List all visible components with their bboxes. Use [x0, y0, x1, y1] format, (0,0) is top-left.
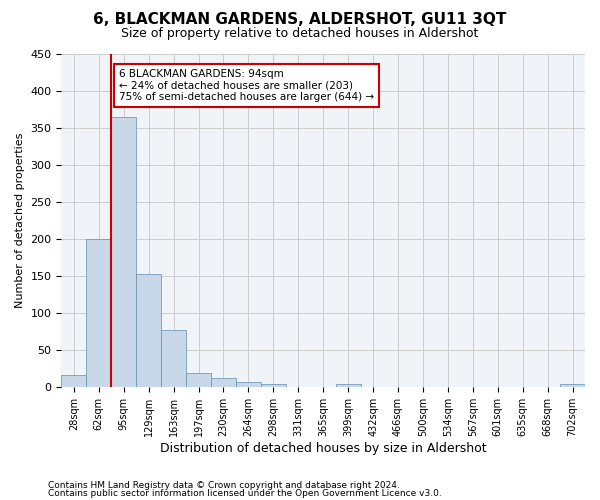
Bar: [335, 384, 361, 388]
Bar: [560, 384, 585, 388]
Text: 6, BLACKMAN GARDENS, ALDERSHOT, GU11 3QT: 6, BLACKMAN GARDENS, ALDERSHOT, GU11 3QT: [94, 12, 506, 28]
X-axis label: Distribution of detached houses by size in Aldershot: Distribution of detached houses by size …: [160, 442, 487, 455]
Bar: [261, 384, 286, 388]
Bar: [211, 378, 236, 388]
Text: Size of property relative to detached houses in Aldershot: Size of property relative to detached ho…: [121, 28, 479, 40]
Bar: [161, 330, 186, 388]
Bar: [236, 382, 261, 388]
Bar: [186, 372, 211, 388]
Text: 6 BLACKMAN GARDENS: 94sqm
← 24% of detached houses are smaller (203)
75% of semi: 6 BLACKMAN GARDENS: 94sqm ← 24% of detac…: [119, 69, 374, 102]
Bar: [111, 117, 136, 388]
Text: Contains public sector information licensed under the Open Government Licence v3: Contains public sector information licen…: [48, 488, 442, 498]
Bar: [86, 239, 111, 388]
Y-axis label: Number of detached properties: Number of detached properties: [15, 133, 25, 308]
Text: Contains HM Land Registry data © Crown copyright and database right 2024.: Contains HM Land Registry data © Crown c…: [48, 481, 400, 490]
Bar: [61, 376, 86, 388]
Bar: [136, 274, 161, 388]
